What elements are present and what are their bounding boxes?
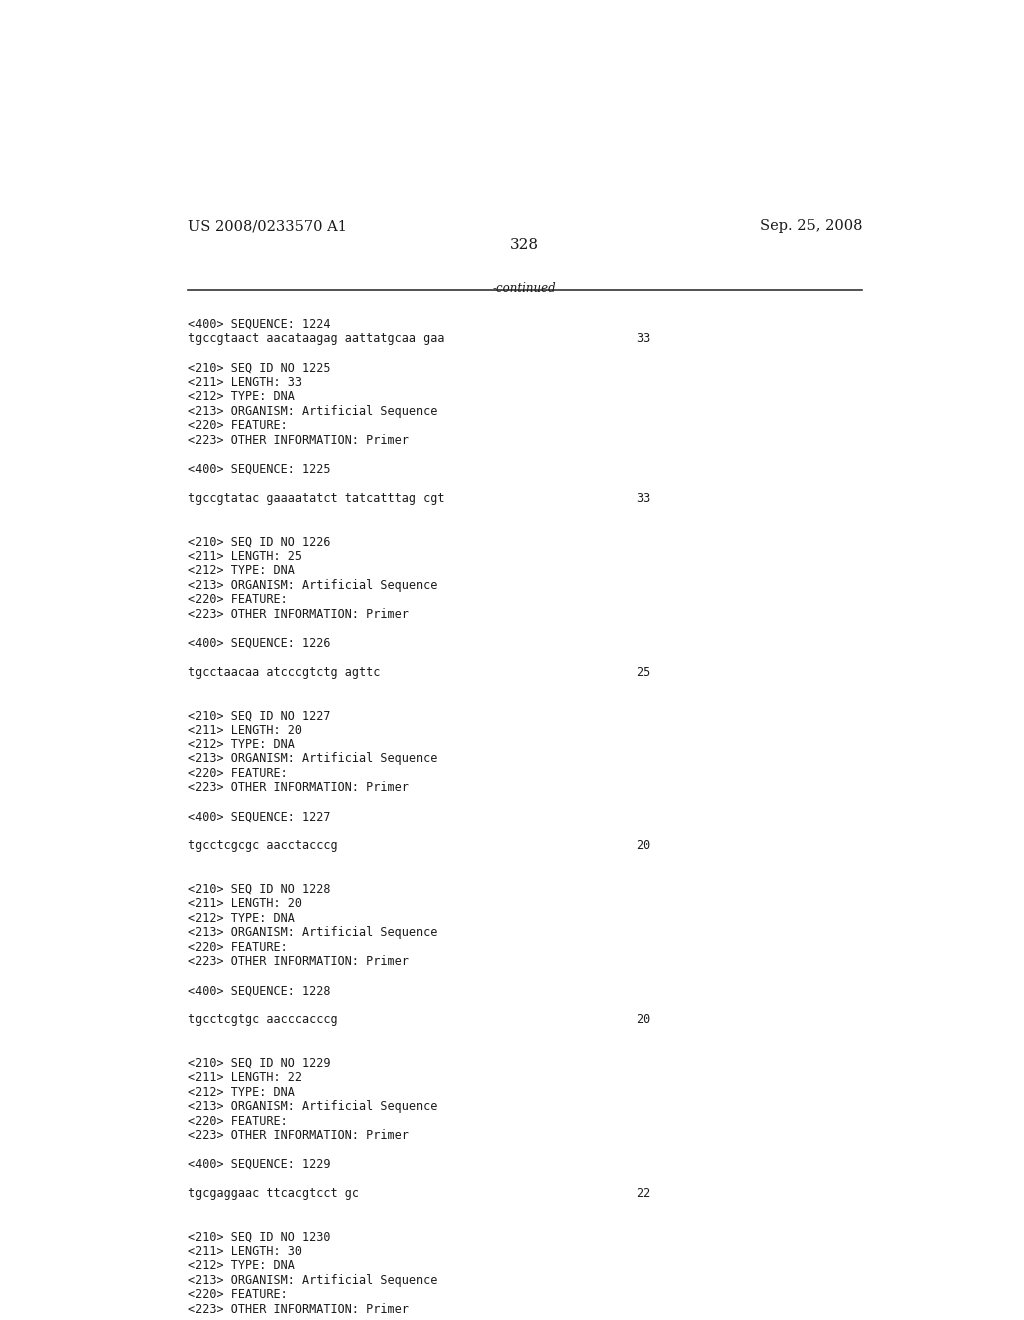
Text: tgcgaggaac ttcacgtcct gc: tgcgaggaac ttcacgtcct gc [187, 1187, 358, 1200]
Text: <400> SEQUENCE: 1224: <400> SEQUENCE: 1224 [187, 318, 330, 331]
Text: <210> SEQ ID NO 1226: <210> SEQ ID NO 1226 [187, 535, 330, 548]
Text: tgcctaacaa atcccgtctg agttc: tgcctaacaa atcccgtctg agttc [187, 665, 380, 678]
Text: <212> TYPE: DNA: <212> TYPE: DNA [187, 912, 294, 925]
Text: Sep. 25, 2008: Sep. 25, 2008 [760, 219, 862, 234]
Text: 33: 33 [636, 492, 650, 504]
Text: US 2008/0233570 A1: US 2008/0233570 A1 [187, 219, 346, 234]
Text: <223> OTHER INFORMATION: Primer: <223> OTHER INFORMATION: Primer [187, 956, 409, 969]
Text: <212> TYPE: DNA: <212> TYPE: DNA [187, 564, 294, 577]
Text: <212> TYPE: DNA: <212> TYPE: DNA [187, 738, 294, 751]
Text: <213> ORGANISM: Artificial Sequence: <213> ORGANISM: Artificial Sequence [187, 927, 437, 940]
Text: -continued: -continued [493, 282, 557, 296]
Text: <220> FEATURE:: <220> FEATURE: [187, 1114, 288, 1127]
Text: <213> ORGANISM: Artificial Sequence: <213> ORGANISM: Artificial Sequence [187, 1274, 437, 1287]
Text: <211> LENGTH: 33: <211> LENGTH: 33 [187, 376, 301, 389]
Text: tgccgtatac gaaaatatct tatcatttag cgt: tgccgtatac gaaaatatct tatcatttag cgt [187, 492, 444, 504]
Text: 33: 33 [636, 333, 650, 346]
Text: <223> OTHER INFORMATION: Primer: <223> OTHER INFORMATION: Primer [187, 781, 409, 795]
Text: <212> TYPE: DNA: <212> TYPE: DNA [187, 391, 294, 404]
Text: 25: 25 [636, 665, 650, 678]
Text: <211> LENGTH: 20: <211> LENGTH: 20 [187, 898, 301, 911]
Text: <210> SEQ ID NO 1228: <210> SEQ ID NO 1228 [187, 883, 330, 896]
Text: tgccgtaact aacataagag aattatgcaa gaa: tgccgtaact aacataagag aattatgcaa gaa [187, 333, 444, 346]
Text: <220> FEATURE:: <220> FEATURE: [187, 767, 288, 780]
Text: <211> LENGTH: 30: <211> LENGTH: 30 [187, 1245, 301, 1258]
Text: <223> OTHER INFORMATION: Primer: <223> OTHER INFORMATION: Primer [187, 607, 409, 620]
Text: <400> SEQUENCE: 1227: <400> SEQUENCE: 1227 [187, 810, 330, 824]
Text: 20: 20 [636, 840, 650, 853]
Text: <213> ORGANISM: Artificial Sequence: <213> ORGANISM: Artificial Sequence [187, 578, 437, 591]
Text: <220> FEATURE:: <220> FEATURE: [187, 1288, 288, 1302]
Text: <220> FEATURE:: <220> FEATURE: [187, 593, 288, 606]
Text: <220> FEATURE:: <220> FEATURE: [187, 420, 288, 433]
Text: <212> TYPE: DNA: <212> TYPE: DNA [187, 1085, 294, 1098]
Text: tgcctcgtgc aacccacccg: tgcctcgtgc aacccacccg [187, 1014, 337, 1026]
Text: <213> ORGANISM: Artificial Sequence: <213> ORGANISM: Artificial Sequence [187, 405, 437, 418]
Text: 22: 22 [636, 1187, 650, 1200]
Text: <211> LENGTH: 20: <211> LENGTH: 20 [187, 723, 301, 737]
Text: <400> SEQUENCE: 1226: <400> SEQUENCE: 1226 [187, 636, 330, 649]
Text: tgcctcgcgc aacctacccg: tgcctcgcgc aacctacccg [187, 840, 337, 853]
Text: <210> SEQ ID NO 1230: <210> SEQ ID NO 1230 [187, 1230, 330, 1243]
Text: <211> LENGTH: 25: <211> LENGTH: 25 [187, 549, 301, 562]
Text: <223> OTHER INFORMATION: Primer: <223> OTHER INFORMATION: Primer [187, 434, 409, 447]
Text: <210> SEQ ID NO 1227: <210> SEQ ID NO 1227 [187, 709, 330, 722]
Text: <400> SEQUENCE: 1228: <400> SEQUENCE: 1228 [187, 985, 330, 997]
Text: <211> LENGTH: 22: <211> LENGTH: 22 [187, 1071, 301, 1084]
Text: <220> FEATURE:: <220> FEATURE: [187, 941, 288, 954]
Text: <223> OTHER INFORMATION: Primer: <223> OTHER INFORMATION: Primer [187, 1303, 409, 1316]
Text: <210> SEQ ID NO 1229: <210> SEQ ID NO 1229 [187, 1056, 330, 1069]
Text: <400> SEQUENCE: 1225: <400> SEQUENCE: 1225 [187, 463, 330, 475]
Text: <400> SEQUENCE: 1229: <400> SEQUENCE: 1229 [187, 1158, 330, 1171]
Text: <213> ORGANISM: Artificial Sequence: <213> ORGANISM: Artificial Sequence [187, 752, 437, 766]
Text: 20: 20 [636, 1014, 650, 1026]
Text: <212> TYPE: DNA: <212> TYPE: DNA [187, 1259, 294, 1272]
Text: <223> OTHER INFORMATION: Primer: <223> OTHER INFORMATION: Primer [187, 1129, 409, 1142]
Text: 328: 328 [510, 238, 540, 252]
Text: <213> ORGANISM: Artificial Sequence: <213> ORGANISM: Artificial Sequence [187, 1100, 437, 1113]
Text: <210> SEQ ID NO 1225: <210> SEQ ID NO 1225 [187, 362, 330, 375]
